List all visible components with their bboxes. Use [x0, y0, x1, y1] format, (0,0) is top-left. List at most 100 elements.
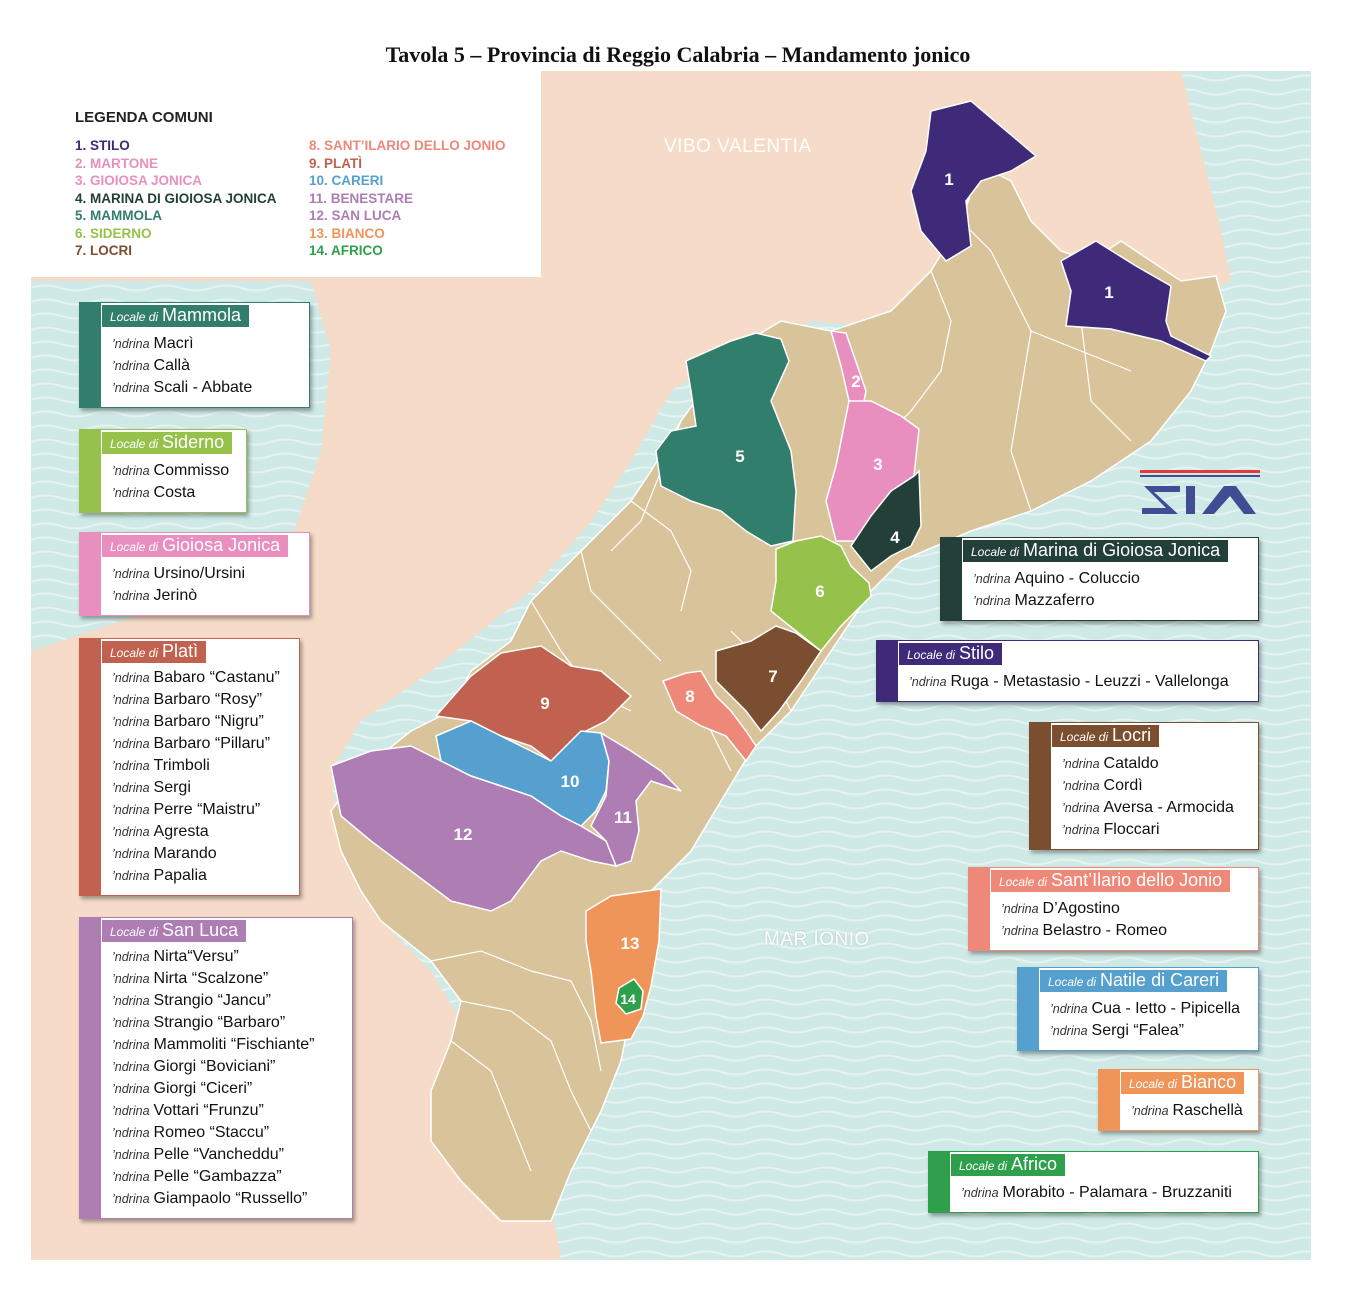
ndrine-list: ’ndrina Nirta“Versu”’ndrina Nirta “Scalzon… — [112, 946, 314, 1210]
ndrina-name: Ruga - Metastasio - Leuzzi - Vallelonga — [950, 673, 1229, 690]
ndrina-name: Aquino - Coluccio — [1014, 570, 1140, 587]
locale-name: Stilo — [959, 643, 995, 663]
locale-color-strip — [80, 639, 101, 895]
ndrina-prefix: ’ndrina — [1062, 757, 1100, 771]
ndrina-row: ’ndrina Strangio “Jancu” — [112, 990, 314, 1012]
ndrina-row: ’ndrina Strangio “Barbaro” — [112, 1012, 314, 1034]
ndrina-name: Marando — [153, 845, 217, 862]
ndrina-prefix: ’ndrina — [1001, 902, 1039, 916]
legend-item: 12. SAN LUCA — [309, 208, 402, 223]
ndrina-name: Cua - Ietto - Pipicella — [1091, 1000, 1241, 1017]
ndrine-list: ’ndrina Ursino/Ursini’ndrina Jerinò — [112, 563, 245, 607]
label-mar-ionio: MAR IONIO — [764, 929, 870, 950]
locale-header: Locale di Africo — [951, 1154, 1066, 1176]
ndrina-prefix: ’ndrina — [1131, 1104, 1169, 1118]
ndrina-row: ’ndrina Costa — [112, 482, 229, 504]
ndrina-prefix: ’ndrina — [112, 486, 150, 500]
ndrina-prefix: ’ndrina — [112, 671, 150, 685]
comune-africo-14 — [615, 978, 644, 1015]
locale-header: Locale di Stilo — [899, 643, 1003, 665]
locale-box-siderno: Locale di Siderno’ndrina Commisso’ndrina Co… — [79, 429, 247, 513]
ndrina-row: ’ndrina Cordì — [1062, 775, 1234, 797]
ndrina-prefix: ’ndrina — [112, 464, 150, 478]
ndrina-row: ’ndrina Morabito - Palamara - Bruzzaniti — [961, 1182, 1232, 1204]
comune-number: 11 — [614, 808, 632, 827]
ndrina-prefix: ’ndrina — [112, 759, 150, 773]
ndrina-row: ’ndrina Sergi “Falea” — [1050, 1020, 1240, 1042]
ndrina-name: Commisso — [153, 462, 230, 479]
comune-number: 1 — [1104, 283, 1114, 302]
ndrina-row: ’ndrina Callà — [112, 355, 252, 377]
ndrina-name: Agresta — [153, 823, 209, 840]
locale-box-africo: Locale di Africo ’ndrina Morabito - Palamar… — [928, 1151, 1259, 1213]
ndrina-prefix: ’ndrina — [112, 1038, 150, 1052]
ndrina-prefix: ’ndrina — [973, 594, 1011, 608]
ndrina-name: Cordì — [1103, 777, 1143, 794]
ndrina-prefix: ’ndrina — [112, 869, 150, 883]
ndrina-row: ’ndrina Barbaro “Pillaru” — [112, 733, 280, 755]
legend-item: 13. BIANCO — [309, 225, 385, 241]
comune-number: 3 — [873, 455, 883, 474]
locale-header: Locale di Gioiosa Jonica — [102, 535, 289, 557]
ndrina-prefix: ’ndrina — [112, 567, 150, 581]
locale-name: Natile di Careri — [1100, 970, 1220, 990]
ndrina-row: ’ndrina Perre “Maistru” — [112, 799, 280, 821]
ndrina-prefix: ’ndrina — [112, 589, 150, 603]
legend-item: 7. LOCRI — [75, 243, 133, 258]
locale-header: Locale di San Luca — [102, 920, 247, 942]
ndrina-name: Nirta“Versu” — [153, 948, 239, 965]
locale-color-strip — [1099, 1070, 1120, 1130]
ndrina-row: ’ndrina Belastro - Romeo — [1001, 920, 1167, 942]
ndrina-prefix: ’ndrina — [1001, 924, 1039, 938]
locale-header: Locale di Locri — [1052, 725, 1160, 747]
ndrina-name: Giampaolo “Russello” — [153, 1190, 308, 1207]
ndrina-prefix: ’ndrina — [112, 972, 150, 986]
ndrine-list: ’ndrina Babaro “Castanu”’ndrina Barbaro “R… — [112, 667, 280, 887]
ndrina-name: Mazzaferro — [1014, 592, 1095, 609]
ndrina-name: Callà — [153, 357, 190, 374]
ndrina-prefix: ’ndrina — [112, 1126, 150, 1140]
ndrina-name: Babaro “Castanu” — [153, 669, 280, 686]
ndrina-name: Scali - Abbate — [153, 379, 253, 396]
locale-box-careri: Locale di Natile di Careri ’ndrina Cua - Ie… — [1017, 967, 1259, 1051]
ndrina-name: Jerinò — [153, 587, 198, 604]
ndrina-row: ’ndrina D’Agostino — [1001, 898, 1167, 920]
ndrina-name: D’Agostino — [1042, 900, 1120, 917]
ndrina-name: Perre “Maistru” — [153, 801, 261, 818]
legend-item: 10. CARERI — [309, 173, 384, 188]
legend-item: 14. AFRICO — [309, 243, 383, 258]
ndrine-list: ’ndrina Raschellà — [1131, 1100, 1243, 1122]
ndrina-row: ’ndrina Scali - Abbate — [112, 377, 252, 399]
ndrina-name: Barbaro “Pillaru” — [153, 735, 271, 752]
legend-item: 11. BENESTARE — [309, 190, 414, 206]
ndrina-prefix: ’ndrina — [112, 737, 150, 751]
locale-color-strip — [80, 918, 101, 1218]
locale-name: Platì — [162, 641, 199, 661]
legend-comuni: LEGENDA COMUNI 1. STILO 2. MARTONE 3. GIOI… — [31, 71, 541, 277]
locale-color-strip — [969, 868, 990, 950]
locale-name: San Luca — [162, 920, 239, 940]
legend-item: 5. MAMMOLA — [75, 208, 162, 223]
ndrina-name: Giorgi “Boviciani” — [153, 1058, 276, 1075]
locale-name: Bianco — [1181, 1072, 1237, 1092]
legend-item: 4. MARINA DI GIOIOSA JONICA — [75, 190, 277, 206]
locale-color-strip — [1018, 968, 1039, 1050]
legend-column-2: 8. SANT’ILARIO DELLO JONIO 9. PLATÌ 10. CA… — [309, 137, 506, 260]
ndrina-prefix: ’ndrina — [112, 994, 150, 1008]
ndrina-name: Papalia — [153, 867, 207, 884]
ndrina-row: ’ndrina Papalia — [112, 865, 280, 887]
locale-box-gioiosa: Locale di Gioiosa Jonica ’ndrina Ursino/Urs… — [79, 532, 310, 616]
comune-number: 8 — [685, 687, 695, 706]
ndrina-row: ’ndrina Mammoliti “Fischiante” — [112, 1034, 314, 1056]
ndrina-row: ’ndrina Barbaro “Rosy” — [112, 689, 280, 711]
comune-marina-4 — [850, 469, 922, 573]
legend-item: 2. MARTONE — [75, 155, 159, 171]
ndrina-name: Ursino/Ursini — [153, 565, 246, 582]
ndrina-name: Vottari “Frunzu” — [153, 1102, 264, 1119]
ndrina-name: Strangio “Barbaro” — [153, 1014, 286, 1031]
ndrina-prefix: ’ndrina — [1050, 1002, 1088, 1016]
locale-header: Locale di Mammola — [102, 305, 250, 327]
locale-color-strip — [877, 641, 898, 701]
ndrine-list: ’ndrina Cua - Ietto - Pipicella ’ndrina Ser… — [1050, 998, 1240, 1042]
ndrina-name: Strangio “Jancu” — [153, 992, 271, 1009]
